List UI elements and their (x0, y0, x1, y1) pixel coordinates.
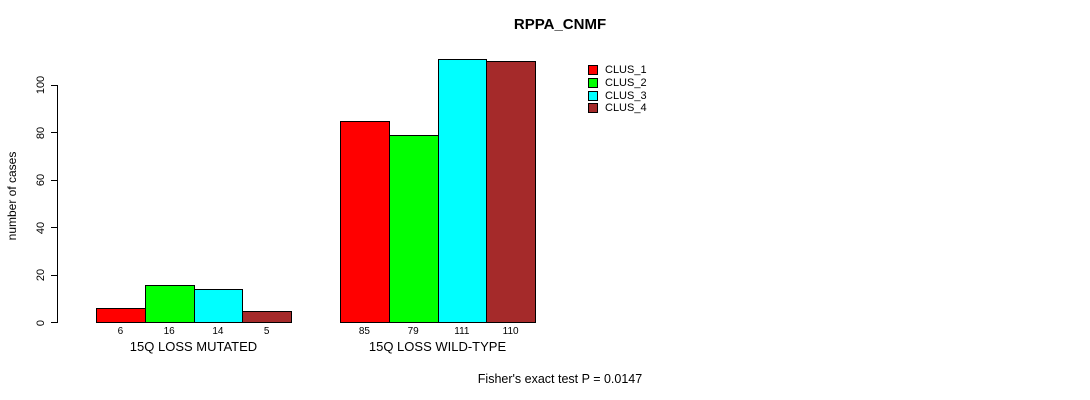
y-axis-line (57, 85, 58, 323)
legend-label-clus_3: CLUS_3 (605, 89, 647, 102)
y-tick-label: 80 (35, 126, 47, 139)
legend-label-clus_2: CLUS_2 (605, 76, 647, 89)
bar-clus_3-group1 (193, 289, 244, 323)
y-tick-mark (51, 84, 57, 86)
y-tick-mark (51, 227, 57, 228)
bar-clus_3-group2 (437, 58, 488, 323)
y-axis-title: number of cases (5, 151, 19, 241)
legend-label-clus_4: CLUS_4 (605, 102, 647, 115)
bar-value-label: 5 (263, 326, 270, 337)
legend-label-clus_1: CLUS_1 (605, 64, 647, 76)
bar-clus_1-group2 (340, 120, 390, 323)
bar-clus_4-group1 (242, 310, 292, 323)
legend-swatch-clus_3 (588, 90, 598, 101)
bar-value-label: 111 (454, 326, 470, 337)
category-label-group1: 15Q LOSS MUTATED (129, 339, 258, 354)
legend-swatch-clus_2 (588, 77, 598, 88)
legend-swatch-clus_1 (588, 65, 598, 75)
y-tick-label: 20 (35, 268, 47, 282)
bar-clus_2-group2 (388, 134, 439, 323)
y-tick-label: 40 (35, 221, 47, 234)
bar-value-label: 14 (212, 326, 224, 337)
chart-title: RPPA_CNMF (513, 16, 607, 33)
y-tick-label: 0 (35, 319, 47, 326)
bar-value-label: 79 (407, 326, 419, 337)
legend-swatch-clus_4 (588, 103, 598, 114)
category-label-group2: 15Q LOSS WILD-TYPE (368, 339, 507, 354)
y-tick-mark (51, 132, 57, 133)
bar-value-label: 110 (502, 326, 519, 337)
annotation-fisher-test: Fisher's exact test P = 0.0147 (477, 372, 643, 386)
bar-clus_2-group1 (144, 284, 195, 323)
y-tick-mark (51, 274, 57, 276)
y-tick-label: 60 (35, 173, 47, 187)
bar-clus_4-group2 (486, 61, 536, 323)
bar-value-label: 85 (358, 326, 370, 337)
y-tick-mark (51, 322, 57, 323)
y-tick-label: 100 (35, 75, 47, 95)
y-tick-mark (51, 179, 57, 181)
bar-clus_1-group1 (96, 308, 146, 323)
bar-value-label: 16 (163, 326, 175, 337)
bar-value-label: 6 (117, 326, 124, 337)
